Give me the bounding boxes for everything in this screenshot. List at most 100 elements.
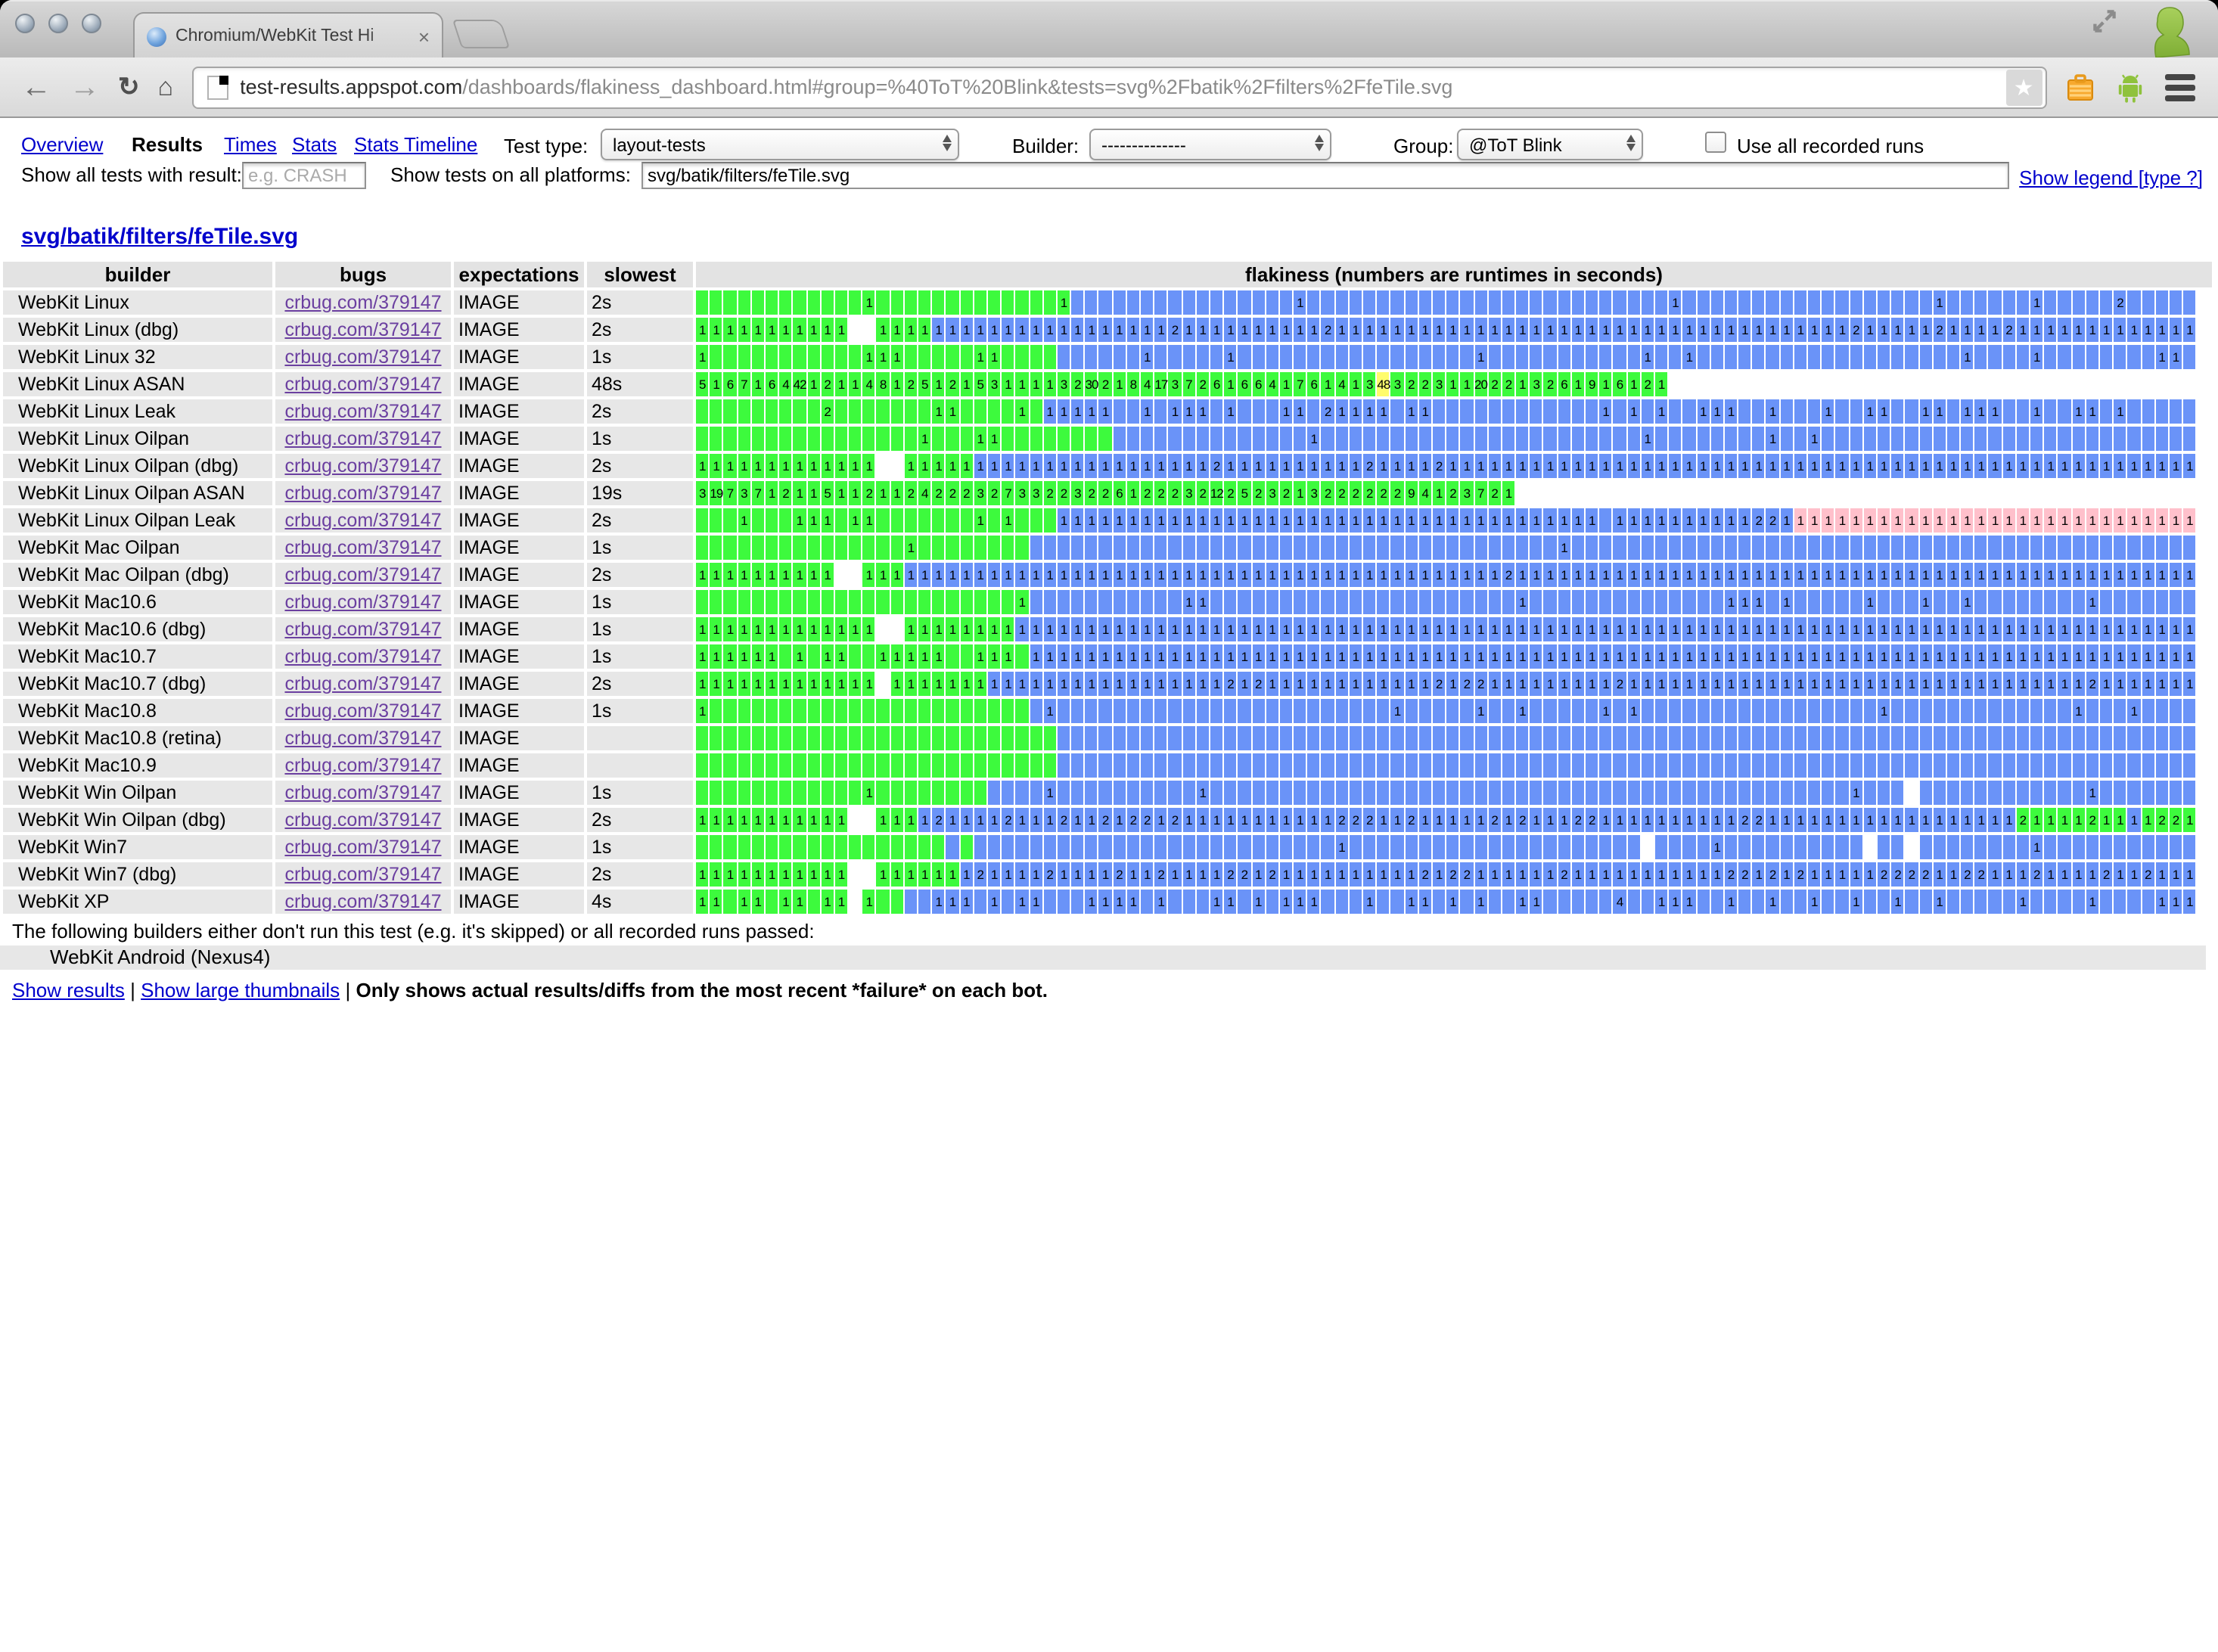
run-cell[interactable]: 1	[1682, 617, 1695, 641]
run-cell[interactable]: 1	[2114, 644, 2126, 669]
run-cell[interactable]: 42	[793, 372, 807, 396]
run-cell[interactable]: 1	[1933, 890, 1946, 914]
run-cell[interactable]: 1	[1516, 672, 1529, 696]
run-cell[interactable]	[1669, 753, 1682, 778]
run-cell[interactable]: 1	[1738, 508, 1751, 533]
run-cell[interactable]	[1043, 508, 1056, 533]
run-cell[interactable]: 1	[1266, 454, 1278, 478]
run-cell[interactable]	[723, 699, 737, 723]
run-cell[interactable]: 1	[1697, 672, 1710, 696]
run-cell[interactable]	[1377, 699, 1390, 723]
run-cell[interactable]	[2183, 345, 2196, 369]
run-cell[interactable]	[1724, 699, 1738, 723]
run-cell[interactable]: 1	[807, 563, 820, 587]
run-cell[interactable]: 6	[723, 372, 737, 396]
run-cell[interactable]: 1	[2127, 808, 2140, 832]
run-cell[interactable]	[2127, 536, 2140, 560]
run-cell[interactable]	[987, 835, 1001, 859]
run-cell[interactable]: 1	[2086, 862, 2098, 887]
run-cell[interactable]	[834, 508, 848, 533]
run-cell[interactable]	[1599, 345, 1612, 369]
run-cell[interactable]: 1	[1946, 508, 1960, 533]
run-cell[interactable]: 1	[1474, 345, 1487, 369]
run-cell[interactable]	[834, 399, 848, 424]
run-cell[interactable]	[1780, 427, 1793, 451]
run-cell[interactable]	[1043, 835, 1056, 859]
run-cell[interactable]: 1	[1822, 399, 1834, 424]
run-cell[interactable]	[1654, 590, 1668, 614]
run-cell[interactable]	[1446, 699, 1459, 723]
run-cell[interactable]	[904, 508, 917, 533]
run-cell[interactable]	[849, 753, 862, 778]
show-results-link[interactable]: Show results	[12, 979, 125, 1001]
run-cell[interactable]: 1	[918, 644, 931, 669]
run-cell[interactable]: 1	[1307, 563, 1320, 587]
run-cell[interactable]	[2183, 699, 2196, 723]
run-cell[interactable]	[765, 890, 778, 914]
run-cell[interactable]: 1	[1126, 890, 1139, 914]
run-cell[interactable]: 1	[1294, 644, 1306, 669]
run-cell[interactable]: 1	[2142, 672, 2154, 696]
run-cell[interactable]: 1	[1154, 617, 1167, 641]
run-cell[interactable]	[1738, 699, 1751, 723]
run-cell[interactable]	[1238, 590, 1250, 614]
run-cell[interactable]	[1168, 726, 1182, 750]
run-cell[interactable]	[1488, 536, 1501, 560]
run-cell[interactable]	[1571, 427, 1584, 451]
run-cell[interactable]	[1307, 290, 1320, 315]
run-cell[interactable]: 1	[1252, 318, 1265, 342]
run-cell[interactable]	[1627, 781, 1640, 805]
run-cell[interactable]	[2127, 399, 2140, 424]
run-cell[interactable]	[2183, 290, 2196, 315]
run-cell[interactable]: 1	[2155, 318, 2168, 342]
run-cell[interactable]: 1	[793, 808, 806, 832]
run-cell[interactable]: 1	[1279, 672, 1293, 696]
run-cell[interactable]	[2155, 835, 2168, 859]
run-cell[interactable]	[1710, 590, 1723, 614]
run-cell[interactable]	[1794, 290, 1806, 315]
run-cell[interactable]: 1	[1168, 672, 1182, 696]
run-cell[interactable]: 1	[1335, 617, 1348, 641]
run-cell[interactable]: 1	[1126, 481, 1139, 505]
run-cell[interactable]: 1	[1891, 563, 1904, 587]
run-cell[interactable]	[1586, 345, 1598, 369]
run-cell[interactable]	[1126, 399, 1139, 424]
run-cell[interactable]: 1	[1168, 563, 1182, 587]
run-cell[interactable]: 1	[793, 508, 806, 533]
run-cell[interactable]	[1474, 427, 1487, 451]
run-cell[interactable]	[1586, 699, 1598, 723]
run-cell[interactable]	[751, 699, 764, 723]
run-cell[interactable]	[1613, 536, 1626, 560]
run-cell[interactable]	[1405, 753, 1418, 778]
run-cell[interactable]: 1	[1252, 862, 1265, 887]
run-cell[interactable]: 1	[1919, 563, 1932, 587]
run-cell[interactable]: 1	[904, 454, 917, 478]
run-cell[interactable]	[2016, 290, 2029, 315]
run-cell[interactable]: 1	[1113, 318, 1126, 342]
run-cell[interactable]	[1071, 726, 1084, 750]
run-cell[interactable]	[2142, 427, 2154, 451]
run-cell[interactable]: 1	[1432, 862, 1446, 887]
run-cell[interactable]: 1	[1641, 454, 1654, 478]
bug-link[interactable]: crbug.com/379147	[284, 646, 442, 667]
run-cell[interactable]	[1321, 427, 1334, 451]
run-cell[interactable]	[1405, 427, 1418, 451]
run-cell[interactable]: 1	[807, 481, 820, 505]
run-cell[interactable]	[1905, 699, 1918, 723]
run-cell[interactable]: 1	[1182, 862, 1195, 887]
run-cell[interactable]	[1516, 753, 1529, 778]
run-cell[interactable]	[918, 726, 931, 750]
run-cell[interactable]	[1321, 536, 1334, 560]
run-cell[interactable]	[1988, 590, 2002, 614]
run-cell[interactable]	[710, 590, 722, 614]
run-cell[interactable]	[2086, 835, 2098, 859]
run-cell[interactable]: 1	[751, 644, 764, 669]
run-cell[interactable]: 1	[918, 427, 931, 451]
run-cell[interactable]	[1335, 427, 1348, 451]
run-cell[interactable]: 6	[1307, 372, 1320, 396]
run-cell[interactable]: 1	[1224, 563, 1237, 587]
run-cell[interactable]	[1794, 753, 1806, 778]
run-cell[interactable]: 1	[2114, 808, 2126, 832]
run-cell[interactable]	[1252, 726, 1265, 750]
run-cell[interactable]: 1	[1613, 808, 1626, 832]
